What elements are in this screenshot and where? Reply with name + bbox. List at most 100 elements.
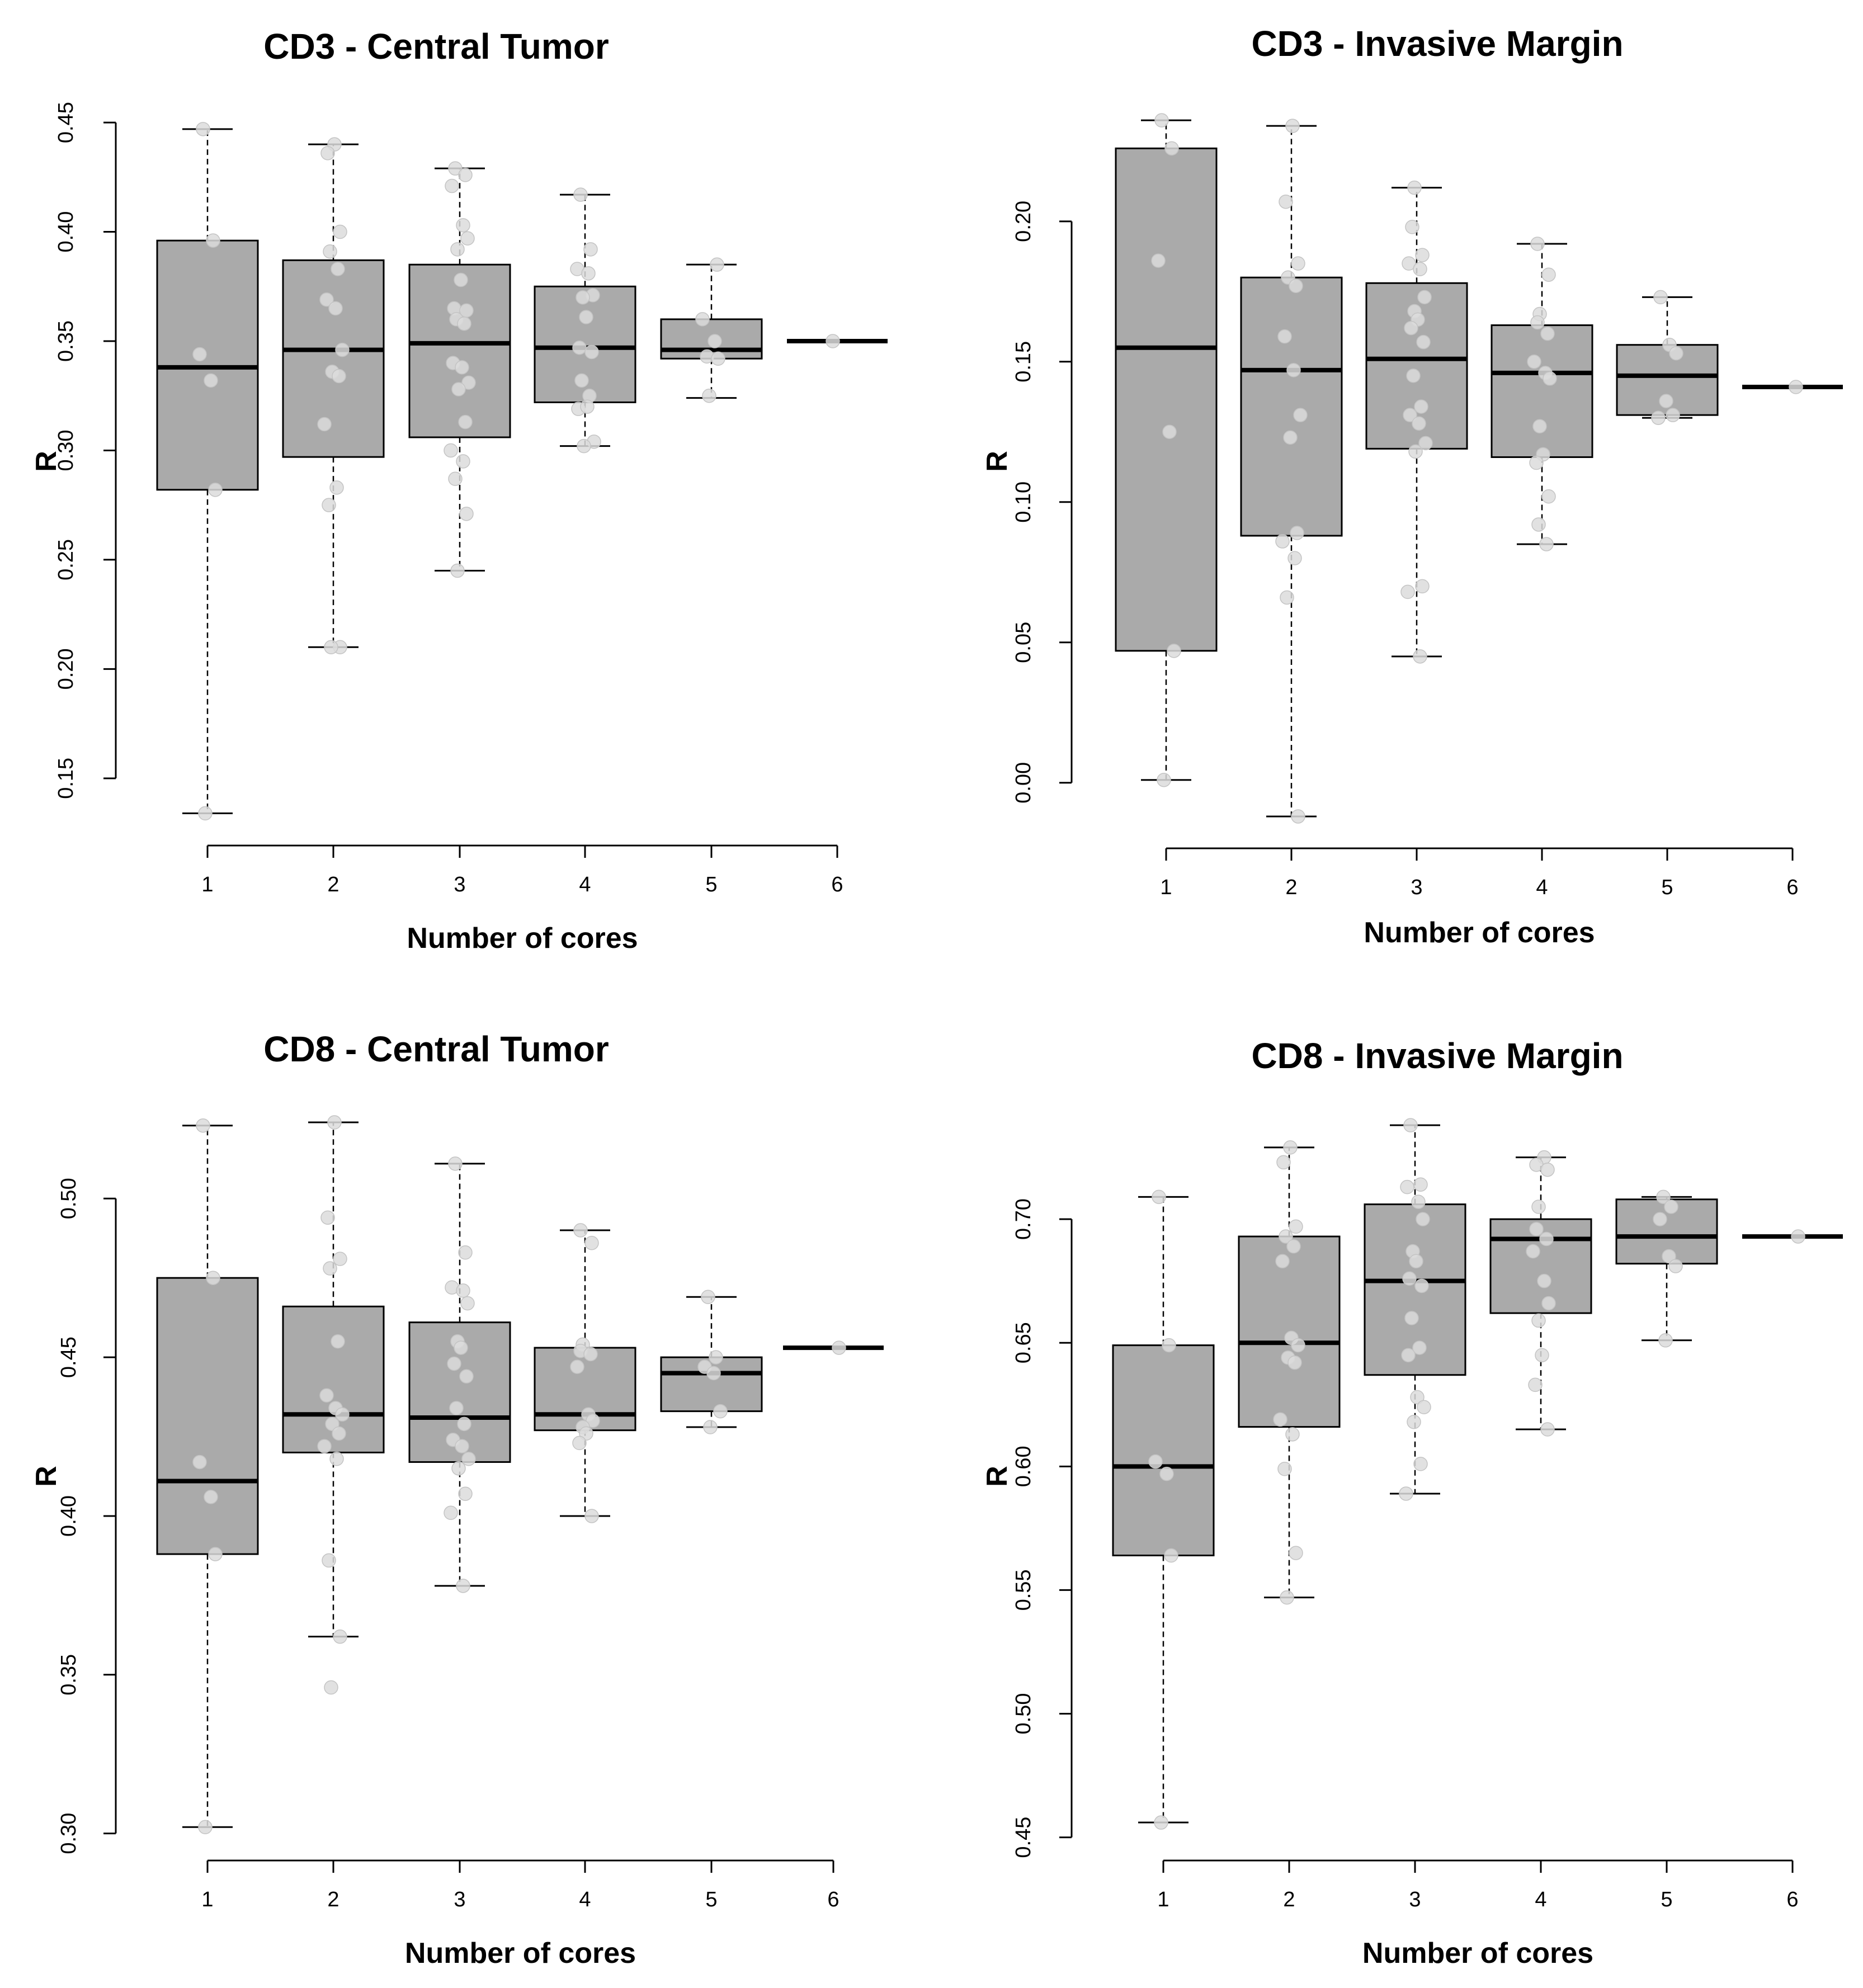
data-point xyxy=(192,347,207,362)
data-point xyxy=(1529,455,1544,470)
data-point xyxy=(323,1261,337,1276)
y-axis-label: R xyxy=(981,1466,1013,1487)
box xyxy=(156,1277,259,1555)
y-tick-label: 0.35 xyxy=(54,320,78,362)
data-point xyxy=(1416,1212,1430,1226)
data-point xyxy=(1414,399,1428,414)
data-point xyxy=(1279,194,1293,209)
data-point xyxy=(1528,1377,1543,1392)
data-point xyxy=(455,1439,469,1453)
data-point xyxy=(456,218,470,233)
data-point xyxy=(1669,346,1683,361)
y-tick-label: 0.15 xyxy=(54,758,78,799)
x-tick-label: 3 xyxy=(1409,1888,1421,1911)
data-point xyxy=(456,1283,470,1298)
data-point xyxy=(1148,1454,1163,1469)
data-point xyxy=(1531,1313,1546,1328)
data-point xyxy=(580,399,595,414)
data-point xyxy=(711,351,725,366)
data-point xyxy=(1401,1348,1416,1363)
data-point xyxy=(1407,1414,1421,1429)
x-tick-label: 6 xyxy=(831,873,843,896)
data-point xyxy=(583,1347,598,1362)
data-point xyxy=(461,375,476,390)
data-point xyxy=(317,1439,332,1453)
data-point xyxy=(192,1455,207,1470)
data-point xyxy=(832,1340,846,1355)
data-point xyxy=(1408,444,1423,459)
box-group-2 xyxy=(282,143,385,648)
data-point xyxy=(1286,363,1301,377)
data-point xyxy=(445,178,459,193)
y-tick-label: 0.45 xyxy=(54,102,78,143)
data-point xyxy=(1658,1333,1673,1348)
x-tick-label: 4 xyxy=(1536,876,1548,899)
data-point xyxy=(1287,551,1302,565)
data-point xyxy=(1651,410,1666,425)
data-point xyxy=(459,1369,474,1383)
y-tick-label: 0.40 xyxy=(57,1495,81,1537)
data-point xyxy=(583,242,598,257)
x-tick-label: 6 xyxy=(827,1888,839,1911)
data-point xyxy=(706,1366,721,1381)
data-point xyxy=(1154,113,1169,128)
y-tick-label: 0.65 xyxy=(1012,1322,1035,1363)
data-point xyxy=(1283,430,1298,445)
box-group-3 xyxy=(408,167,511,572)
data-point xyxy=(1277,329,1292,344)
data-point xyxy=(458,168,473,182)
x-axis-label: Number of cores xyxy=(405,1937,636,1970)
data-points xyxy=(192,122,840,821)
data-point xyxy=(1400,1179,1414,1194)
y-tick-label: 0.35 xyxy=(57,1654,81,1696)
x-tick-label: 5 xyxy=(705,1888,717,1911)
y-tick-label: 0.30 xyxy=(54,429,78,471)
data-point xyxy=(1407,180,1422,195)
data-point xyxy=(1543,371,1557,386)
data-point xyxy=(208,1547,223,1561)
chart-title: CD8 - Central Tumor xyxy=(263,1029,609,1069)
data-point xyxy=(1413,649,1427,664)
chart-panel-1: CD3 - Central Tumor 0.15 0.20 0.25 0.30 0.35 0… xyxy=(30,26,888,955)
data-point xyxy=(1293,408,1308,422)
y-axis-label: R xyxy=(30,451,63,472)
data-point xyxy=(1662,1249,1676,1264)
data-point xyxy=(459,507,474,521)
data-point xyxy=(1416,334,1431,350)
data-point xyxy=(1666,408,1680,422)
data-point xyxy=(333,1252,347,1266)
x-tick-label: 6 xyxy=(1786,876,1798,899)
chart-title: CD3 - Central Tumor xyxy=(263,26,609,67)
data-point xyxy=(826,334,840,348)
data-point xyxy=(1530,315,1545,330)
data-point xyxy=(456,1579,470,1593)
data-point xyxy=(702,388,716,403)
data-point xyxy=(1541,1296,1556,1311)
data-point xyxy=(1789,380,1803,394)
data-point xyxy=(1403,408,1417,422)
data-point xyxy=(447,1356,461,1371)
data-point xyxy=(1285,1427,1300,1442)
data-point xyxy=(335,1407,350,1422)
data-point xyxy=(572,1435,587,1451)
x-tick-label: 4 xyxy=(579,873,591,896)
data-point xyxy=(1402,1271,1417,1286)
data-point xyxy=(1404,320,1418,336)
data-point xyxy=(1541,489,1556,504)
data-point xyxy=(208,483,223,497)
data-point xyxy=(573,1223,588,1238)
box xyxy=(1491,324,1593,458)
data-point xyxy=(1280,590,1294,605)
y-tick-label: 0.30 xyxy=(57,1813,81,1854)
chart-panel-4: CD8 - Invasive Margin 0.45 0.50 0.55 0.60 0.6… xyxy=(981,1036,1843,1970)
data-point xyxy=(331,262,345,276)
data-point xyxy=(1164,141,1179,156)
y-tick-label: 0.60 xyxy=(1012,1446,1035,1487)
data-point xyxy=(1415,248,1430,262)
data-points xyxy=(1148,1118,1805,1830)
data-point xyxy=(1275,534,1290,549)
chart-panel-2: CD3 - Invasive Margin 0.00 0.05 0.10 0.15 0.2… xyxy=(981,23,1843,949)
data-point xyxy=(1531,1200,1546,1214)
data-point xyxy=(573,187,588,202)
